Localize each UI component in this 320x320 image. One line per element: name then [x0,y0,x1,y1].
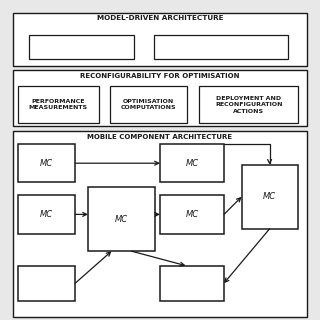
FancyBboxPatch shape [29,35,134,59]
FancyBboxPatch shape [18,144,75,182]
FancyBboxPatch shape [13,131,307,317]
FancyBboxPatch shape [242,165,298,229]
FancyBboxPatch shape [199,86,298,123]
FancyBboxPatch shape [160,266,224,301]
Text: RECONFIGURABILITY FOR OPTIMISATION: RECONFIGURABILITY FOR OPTIMISATION [80,73,240,79]
Text: MODEL-DRIVEN ARCHITECTURE: MODEL-DRIVEN ARCHITECTURE [97,15,223,20]
FancyBboxPatch shape [110,86,187,123]
Text: MC: MC [263,192,276,201]
Text: MC: MC [115,215,128,224]
FancyBboxPatch shape [160,195,224,234]
Text: MC: MC [185,159,199,168]
FancyBboxPatch shape [154,35,288,59]
Text: DEPLOYMENT AND
RECONFIGURATION
ACTIONS: DEPLOYMENT AND RECONFIGURATION ACTIONS [215,96,282,114]
FancyBboxPatch shape [88,187,155,251]
Text: MC: MC [40,210,53,219]
FancyBboxPatch shape [13,13,307,66]
FancyBboxPatch shape [13,70,307,126]
Text: OPTIMISATION
COMPUTATIONS: OPTIMISATION COMPUTATIONS [121,99,177,110]
Text: MC: MC [185,210,199,219]
Text: MC: MC [40,159,53,168]
Text: MOBILE COMPONENT ARCHITECTURE: MOBILE COMPONENT ARCHITECTURE [87,134,233,140]
FancyBboxPatch shape [18,86,99,123]
FancyBboxPatch shape [160,144,224,182]
FancyBboxPatch shape [18,266,75,301]
FancyBboxPatch shape [18,195,75,234]
Text: PERFORMANCE
MEASUREMENTS: PERFORMANCE MEASUREMENTS [29,99,88,110]
